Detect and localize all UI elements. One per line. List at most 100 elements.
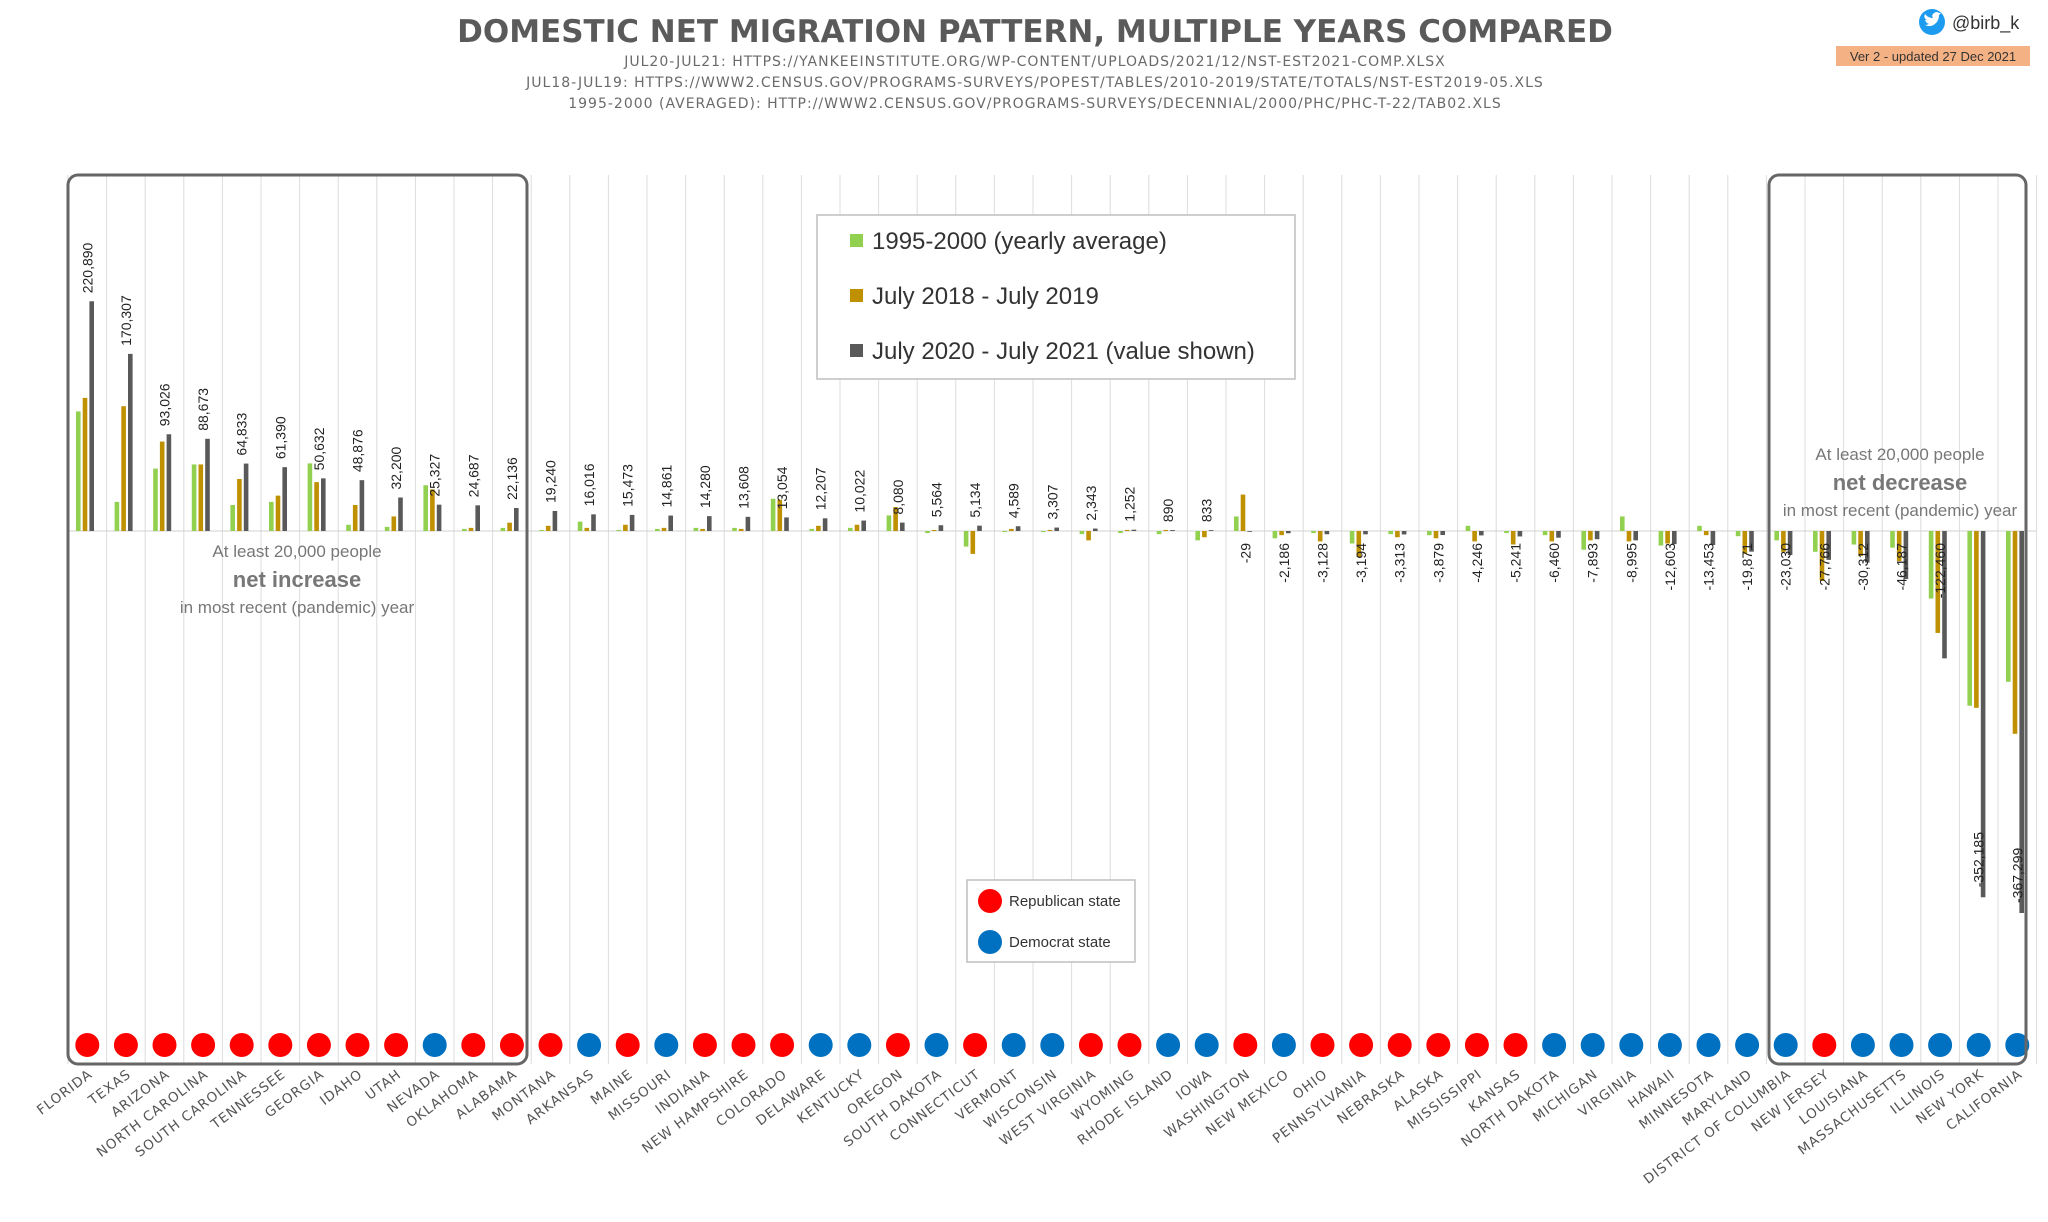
bar-2018-2019 bbox=[1510, 531, 1516, 545]
value-label: -3,194 bbox=[1353, 543, 1369, 583]
bar-1995-2000 bbox=[848, 527, 853, 531]
value-label: 4,589 bbox=[1006, 483, 1022, 518]
democrat-state-dot bbox=[1696, 1033, 1721, 1057]
value-label: 8,080 bbox=[890, 479, 906, 514]
bar-1995-2000 bbox=[886, 515, 892, 531]
increase-note-line1: At least 20,000 people bbox=[212, 542, 381, 561]
bar-2018-2019 bbox=[970, 531, 976, 554]
bar-2020-2021 bbox=[166, 434, 172, 531]
democrat-state-dot bbox=[1889, 1033, 1914, 1057]
democrat-state-dot bbox=[1040, 1033, 1065, 1057]
bar-2018-2019 bbox=[1781, 531, 1786, 552]
bar-2018-2019 bbox=[1472, 531, 1477, 542]
democrat-state-dot bbox=[422, 1033, 447, 1057]
republican-state-dot bbox=[345, 1033, 370, 1057]
bar-2020-2021 bbox=[1401, 531, 1407, 535]
bar-1995-2000 bbox=[1620, 516, 1625, 531]
bar-2020-2021 bbox=[282, 467, 287, 531]
bar-1995-2000 bbox=[1504, 531, 1509, 534]
bar-2018-2019 bbox=[468, 527, 474, 531]
bar-1995-2000 bbox=[616, 529, 621, 531]
bar-2020-2021 bbox=[1942, 531, 1947, 659]
bar-1995-2000 bbox=[384, 526, 390, 531]
bar-2018-2019 bbox=[1433, 531, 1439, 539]
bar-1995-2000 bbox=[655, 528, 660, 531]
source-line-2: JUL18-JUL19: HTTPS://WWW2.CENSUS.GOV/PRO… bbox=[525, 75, 1544, 91]
value-label: 13,608 bbox=[736, 466, 752, 509]
bar-2020-2021 bbox=[629, 514, 635, 531]
bar-2018-2019 bbox=[1279, 531, 1284, 536]
bar-2018-2019 bbox=[82, 397, 88, 531]
democrat-state-dot bbox=[654, 1033, 679, 1057]
bar-1995-2000 bbox=[76, 411, 81, 531]
democrat-state-dot bbox=[1156, 1033, 1181, 1057]
value-label: -6,460 bbox=[1546, 543, 1562, 583]
bar-1995-2000 bbox=[1156, 531, 1162, 535]
bar-1995-2000 bbox=[346, 524, 351, 531]
bar-2020-2021 bbox=[89, 301, 94, 531]
bar-2020-2021 bbox=[1710, 531, 1716, 545]
value-label: -352,185 bbox=[1971, 832, 1987, 887]
value-label: 22,136 bbox=[504, 457, 520, 500]
bar-2018-2019 bbox=[1086, 531, 1091, 541]
bar-2020-2021 bbox=[1749, 531, 1754, 552]
value-label: -367,299 bbox=[2009, 848, 2025, 903]
republican-state-dot bbox=[113, 1033, 138, 1057]
value-label: -5,241 bbox=[1508, 543, 1524, 583]
republican-state-dot bbox=[692, 1033, 717, 1057]
decrease-note-line2: net decrease bbox=[1833, 470, 1968, 495]
bar-1995-2000 bbox=[1272, 531, 1278, 539]
bar-2018-2019 bbox=[1009, 528, 1014, 531]
value-label: 32,200 bbox=[388, 446, 404, 489]
bar-1995-2000 bbox=[1735, 531, 1741, 537]
bar-1995-2000 bbox=[1813, 531, 1818, 552]
bar-2020-2021 bbox=[822, 518, 828, 531]
bar-2020-2021 bbox=[900, 522, 905, 531]
bar-1995-2000 bbox=[1581, 531, 1586, 550]
value-label: -8,995 bbox=[1623, 543, 1639, 583]
value-label: 16,016 bbox=[581, 463, 597, 506]
bar-1995-2000 bbox=[1890, 531, 1895, 548]
democrat-state-dot bbox=[1619, 1033, 1644, 1057]
bar-2018-2019 bbox=[584, 527, 590, 531]
bar-2020-2021 bbox=[1324, 531, 1330, 535]
value-label: 88,673 bbox=[195, 388, 211, 431]
value-label: -27,766 bbox=[1816, 543, 1832, 591]
bar-2018-2019 bbox=[121, 406, 126, 531]
bar-2018-2019 bbox=[1626, 531, 1632, 542]
legend-swatch-2018 bbox=[850, 289, 863, 302]
bar-2020-2021 bbox=[1208, 530, 1214, 531]
bar-1995-2000 bbox=[1195, 531, 1200, 541]
republican-state-dot bbox=[731, 1033, 756, 1057]
bar-2020-2021 bbox=[2019, 531, 2024, 913]
bar-1995-2000 bbox=[1311, 531, 1316, 534]
value-label: 833 bbox=[1199, 499, 1215, 523]
value-label: -3,128 bbox=[1315, 543, 1331, 583]
republican-state-dot bbox=[770, 1033, 795, 1057]
democrat-state-dot bbox=[1580, 1033, 1605, 1057]
bar-1995-2000 bbox=[809, 528, 814, 531]
bar-1995-2000 bbox=[925, 531, 930, 534]
value-label: -4,246 bbox=[1469, 543, 1485, 583]
republican-state-dot bbox=[1812, 1033, 1837, 1057]
value-label: -3,879 bbox=[1430, 543, 1446, 583]
bar-2018-2019 bbox=[1896, 531, 1902, 562]
value-label: 13,054 bbox=[774, 466, 790, 509]
twitter-handle[interactable]: @birb_k bbox=[1952, 13, 2020, 34]
legend-label-1995: 1995-2000 (yearly average) bbox=[872, 228, 1167, 255]
bar-1995-2000 bbox=[1234, 516, 1239, 531]
source-line-3: 1995-2000 (AVERAGED): HTTP://WWW2.CENSUS… bbox=[568, 96, 1502, 112]
bar-1995-2000 bbox=[1427, 531, 1432, 536]
bar-2020-2021 bbox=[1980, 531, 1986, 898]
value-label: 14,861 bbox=[658, 465, 674, 508]
bar-2020-2021 bbox=[1054, 527, 1059, 531]
republican-state-dot bbox=[229, 1033, 254, 1057]
bar-2020-2021 bbox=[359, 480, 365, 531]
increase-note-line2: net increase bbox=[233, 567, 361, 592]
republican-state-dot bbox=[384, 1033, 409, 1057]
bar-2018-2019 bbox=[1202, 531, 1207, 538]
value-label: -2,186 bbox=[1276, 543, 1292, 583]
bar-2020-2021 bbox=[398, 497, 403, 531]
twitter-badge[interactable]: @birb_k bbox=[1919, 9, 2020, 35]
bar-2020-2021 bbox=[1594, 531, 1600, 540]
